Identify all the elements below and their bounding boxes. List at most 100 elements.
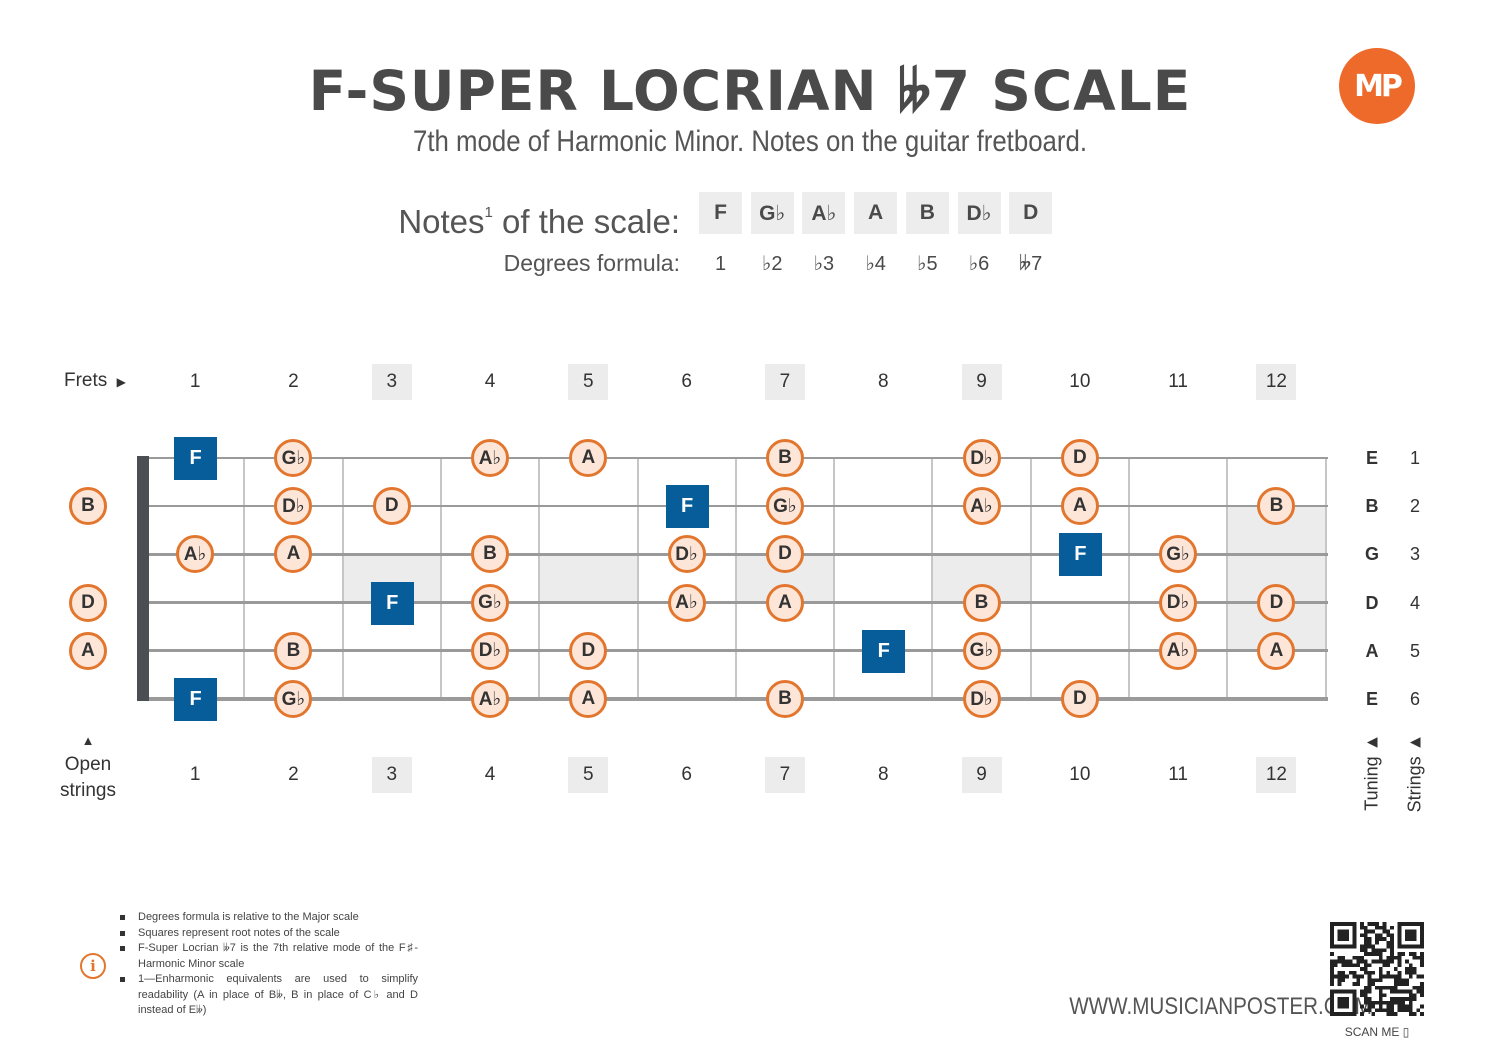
note-dot[interactable]: G♭ — [765, 487, 804, 526]
string-number: 5 — [1409, 640, 1420, 661]
root-note-square[interactable]: F — [174, 437, 218, 480]
note-dot[interactable]: A — [1060, 487, 1099, 526]
note-dot[interactable]: G♭ — [1159, 535, 1198, 574]
note-dot[interactable]: A♭ — [471, 680, 510, 718]
note-dot[interactable]: G♭ — [274, 439, 313, 477]
string-number: 2 — [1409, 496, 1420, 517]
note-dot[interactable]: A♭ — [176, 535, 215, 574]
note-dot[interactable]: B — [274, 631, 313, 670]
fret-number: 1 — [189, 371, 201, 392]
fret-number: 4 — [484, 764, 496, 785]
note-dot[interactable]: G♭ — [471, 583, 510, 622]
tuning-note: A — [1365, 640, 1379, 661]
open-strings-label-line2: strings — [60, 780, 116, 801]
note-dot[interactable]: A — [69, 631, 107, 670]
qr-code-icon[interactable] — [1330, 922, 1424, 1016]
scale-note-box: G♭ — [750, 192, 794, 234]
fret-number: 8 — [877, 371, 889, 392]
note-dot[interactable]: G♭ — [274, 680, 313, 718]
note-dot[interactable]: A — [274, 535, 313, 574]
note-dot[interactable]: A — [569, 439, 608, 477]
info-icon: i — [80, 953, 106, 979]
website-link[interactable]: WWW.MUSICIANPOSTER.COM — [1069, 993, 1372, 1020]
note-dot[interactable]: D — [1060, 680, 1099, 718]
fret-number: 1 — [189, 764, 201, 785]
note-dot[interactable]: D — [569, 631, 608, 670]
tuning-note: D — [1365, 592, 1379, 613]
note-dot[interactable]: D♭ — [471, 631, 510, 670]
fret-number: 10 — [1069, 764, 1091, 785]
guitar-string — [138, 457, 1328, 459]
degree-cell: ♭6 — [968, 253, 990, 275]
fret-line — [538, 458, 541, 699]
fret-number: 7 — [764, 757, 805, 793]
root-note-square[interactable]: F — [665, 485, 709, 529]
tuning-note: E — [1365, 448, 1378, 468]
brand-logo[interactable]: MP — [1339, 48, 1415, 124]
fret-number: 9 — [961, 364, 1002, 400]
footnote-item: Degrees formula is relative to the Major… — [118, 910, 418, 926]
note-dot[interactable]: A — [765, 583, 804, 622]
note-dot[interactable]: D — [765, 535, 804, 574]
fret-number: 12 — [1256, 757, 1297, 793]
notes-label-text: Notes — [398, 203, 485, 240]
note-dot[interactable]: A♭ — [962, 487, 1001, 526]
string-number: 1 — [1409, 448, 1420, 468]
page-subtitle: 7th mode of Harmonic Minor. Notes on the… — [412, 125, 1088, 158]
note-dot[interactable]: B — [765, 680, 804, 718]
fret-number: 3 — [371, 757, 412, 793]
note-dot[interactable]: A — [1257, 631, 1296, 670]
note-dot[interactable]: A♭ — [667, 583, 706, 622]
footnotes-list: Degrees formula is relative to the Major… — [118, 910, 418, 1019]
fret-number: 11 — [1168, 371, 1188, 392]
note-dot[interactable]: D — [1257, 583, 1296, 622]
fret-line — [1226, 458, 1229, 699]
fret-line — [931, 458, 934, 699]
degree-cell: ♭5 — [917, 253, 938, 275]
open-strings-label-line1: Open — [64, 754, 112, 775]
tuning-label: Tuning ▲ — [1361, 733, 1382, 811]
fret-line — [341, 458, 344, 699]
note-dot[interactable]: G♭ — [962, 631, 1001, 670]
frets-label: Frets ▶ — [64, 370, 126, 392]
guitar-string — [138, 697, 1328, 701]
root-note-square[interactable]: F — [1058, 533, 1102, 577]
fret-number: 10 — [1069, 371, 1091, 392]
note-dot[interactable]: D — [1060, 439, 1099, 477]
open-strings-label: Open strings — [48, 752, 128, 804]
string-number: 4 — [1409, 592, 1420, 613]
note-dot[interactable]: B — [69, 487, 107, 526]
notes-label-footnote-mark: 1 — [484, 204, 493, 221]
note-dot[interactable]: D♭ — [1159, 583, 1198, 622]
note-dot[interactable]: D — [372, 487, 411, 526]
note-dot[interactable]: D♭ — [962, 680, 1001, 718]
note-dot[interactable]: D — [69, 583, 107, 622]
guitar-nut — [137, 456, 149, 701]
note-dot[interactable]: D♭ — [962, 439, 1001, 477]
fret-number: 6 — [681, 764, 692, 785]
fret-number: 9 — [961, 757, 1002, 793]
note-dot[interactable]: A♭ — [471, 439, 510, 477]
note-dot[interactable]: B — [1257, 487, 1296, 526]
root-note-square[interactable]: F — [174, 678, 218, 721]
fret-line — [1324, 458, 1327, 699]
guitar-string — [138, 649, 1328, 653]
scale-note-box: D♭ — [957, 192, 1001, 234]
note-dot[interactable]: B — [962, 583, 1001, 622]
root-note-square[interactable]: F — [370, 581, 414, 625]
root-note-square[interactable]: F — [862, 629, 906, 673]
fret-number: 5 — [568, 757, 609, 793]
scale-note-box: A♭ — [802, 192, 846, 234]
note-dot[interactable]: D♭ — [667, 535, 706, 574]
note-dot[interactable]: B — [765, 439, 804, 477]
footnote-item: F-Super Locrian 𝄫7 is the 7th relative m… — [118, 941, 418, 972]
string-number: 6 — [1409, 689, 1420, 709]
note-dot[interactable]: B — [471, 535, 510, 574]
note-dot[interactable]: A — [569, 680, 608, 718]
guitar-string — [138, 505, 1328, 508]
degree-cell: 1 — [714, 253, 727, 275]
note-dot[interactable]: A♭ — [1159, 631, 1198, 670]
notes-label: Notes1 of the scale: — [380, 193, 680, 242]
note-dot[interactable]: D♭ — [274, 487, 313, 526]
string-number: 3 — [1409, 544, 1420, 565]
